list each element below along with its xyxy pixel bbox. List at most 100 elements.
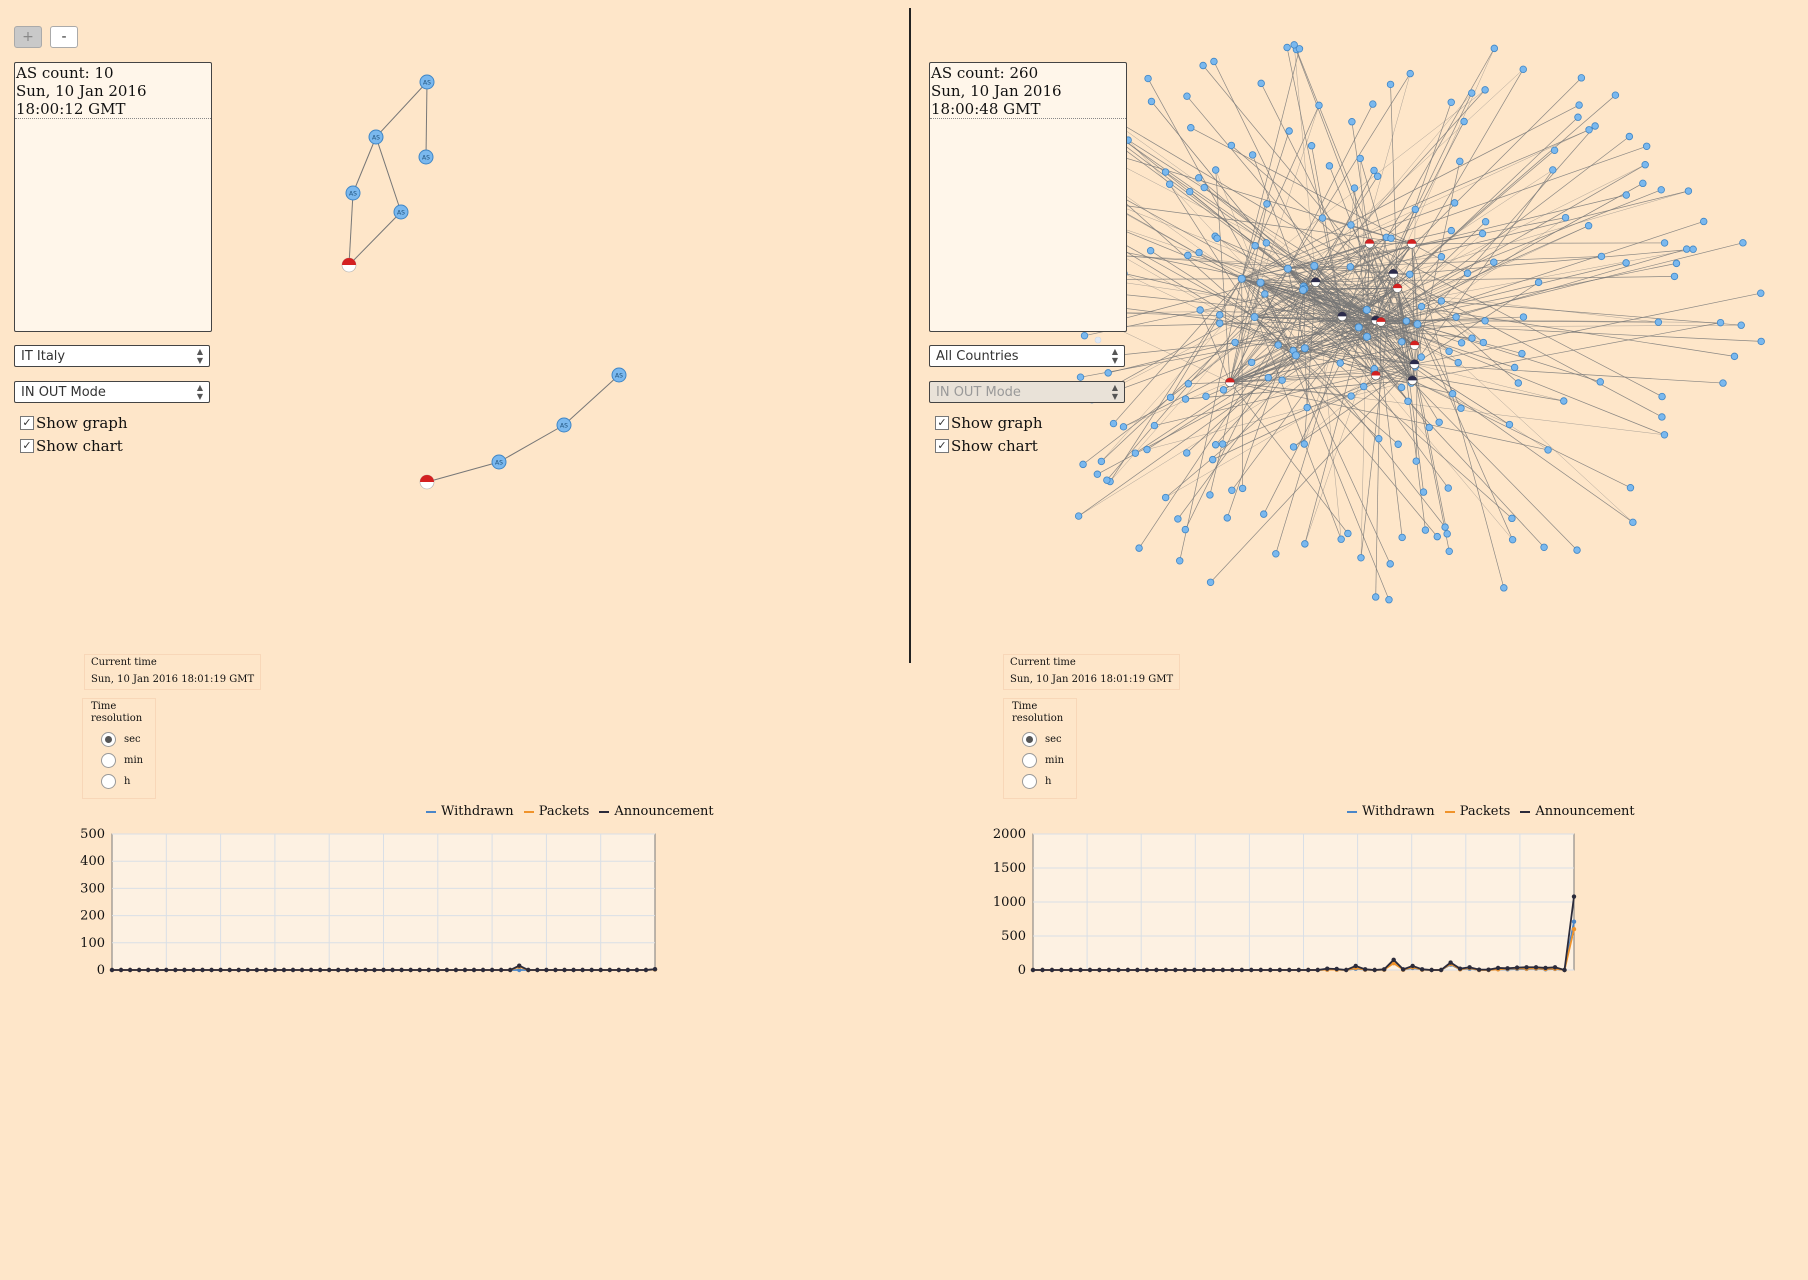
as-node bbox=[1370, 166, 1378, 175]
zoom-out-button[interactable]: - bbox=[50, 26, 78, 48]
legend-swatch bbox=[523, 810, 534, 813]
right-update-chart: 0 500 1000 1500 2000 bbox=[993, 827, 1577, 978]
series-line-announcement bbox=[1033, 896, 1575, 972]
data-point bbox=[1562, 967, 1567, 973]
data-point bbox=[480, 967, 486, 973]
as-link bbox=[426, 461, 500, 483]
as-node bbox=[1510, 363, 1519, 372]
legend-announcement[interactable]: Announcement bbox=[599, 804, 714, 819]
as-node bbox=[1181, 395, 1190, 403]
as-node bbox=[1369, 100, 1377, 108]
left-as-graph[interactable]: AS AS AS AS AS AS AS AS bbox=[0, 0, 900, 660]
left-res-sec[interactable]: sec bbox=[91, 729, 147, 750]
as-node bbox=[1161, 168, 1170, 176]
right-timestamp: Sun, 10 Jan 2016 18:00:48 GMT bbox=[931, 82, 1062, 118]
data-point bbox=[526, 967, 531, 973]
legend-packets[interactable]: Packets bbox=[1444, 804, 1510, 819]
as-node bbox=[1346, 263, 1355, 271]
as-link bbox=[1212, 363, 1415, 460]
left-country-select[interactable]: IT Italy ▲ ▼ bbox=[14, 345, 210, 367]
left-show-chart-checkbox[interactable]: ✓ Show chart bbox=[20, 437, 123, 455]
as-node bbox=[1478, 229, 1487, 238]
data-point bbox=[1467, 965, 1472, 970]
left-show-graph-checkbox[interactable]: ✓ Show graph bbox=[20, 414, 128, 432]
data-point bbox=[1505, 966, 1510, 971]
as-link bbox=[1241, 256, 1442, 280]
data-point bbox=[1154, 967, 1159, 973]
data-point bbox=[127, 967, 133, 973]
as-link bbox=[1414, 364, 1448, 534]
data-point bbox=[1268, 967, 1273, 973]
right-info-header: AS count: 260 Sun, 10 Jan 2016 18:00:48 … bbox=[930, 63, 1126, 119]
as-node bbox=[1534, 278, 1543, 287]
radio-icon bbox=[1022, 774, 1037, 789]
as-link bbox=[1241, 278, 1342, 540]
as-link bbox=[1151, 101, 1305, 289]
as-link bbox=[1260, 282, 1391, 565]
right-res-sec[interactable]: sec bbox=[1012, 729, 1068, 750]
right-show-chart-checkbox[interactable]: ✓ Show chart bbox=[935, 437, 1038, 455]
zoom-in-button[interactable]: + bbox=[14, 26, 42, 48]
as-link bbox=[1311, 145, 1343, 317]
right-country-select[interactable]: All Countries ▲ ▼ bbox=[929, 345, 1125, 367]
as-node bbox=[1093, 470, 1102, 478]
as-link bbox=[1110, 248, 1305, 290]
as-node bbox=[1490, 44, 1499, 53]
legend-withdrawn[interactable]: Withdrawn bbox=[426, 804, 514, 819]
as-link bbox=[1417, 324, 1513, 540]
as-node bbox=[1336, 359, 1344, 367]
data-point bbox=[1476, 967, 1482, 972]
left-mode-select[interactable]: IN OUT Mode ▲ ▼ bbox=[14, 381, 210, 403]
as-node bbox=[1658, 413, 1666, 421]
right-as-graph[interactable] bbox=[0, 0, 1808, 670]
legend-announcement-label: Announcement bbox=[614, 804, 714, 819]
data-point bbox=[1514, 965, 1520, 970]
right-res-min[interactable]: min bbox=[1012, 750, 1068, 771]
as-node bbox=[1622, 191, 1630, 199]
as-link bbox=[1268, 355, 1297, 378]
as-node bbox=[1457, 404, 1465, 412]
as-link bbox=[1186, 243, 1412, 454]
data-point bbox=[173, 967, 178, 973]
left-res-min[interactable]: min bbox=[91, 750, 147, 771]
data-point bbox=[327, 967, 332, 973]
legend-packets[interactable]: Packets bbox=[523, 804, 590, 819]
as-node-circle bbox=[419, 74, 435, 90]
as-node bbox=[1481, 86, 1489, 94]
as-link bbox=[1397, 288, 1424, 493]
as-link bbox=[1199, 309, 1231, 383]
as-node-label: AS bbox=[560, 423, 568, 430]
left-time-resolution: Time resolution sec min h bbox=[82, 698, 156, 799]
legend-withdrawn[interactable]: Withdrawn bbox=[1347, 804, 1435, 819]
legend-announcement[interactable]: Announcement bbox=[1520, 804, 1635, 819]
data-point bbox=[146, 967, 151, 973]
data-point bbox=[1543, 965, 1548, 971]
checkmark-icon: ✓ bbox=[20, 439, 34, 453]
right-time-resolution: Time resolution sec min h bbox=[1003, 698, 1077, 799]
right-show-graph-checkbox[interactable]: ✓ Show graph bbox=[935, 414, 1043, 432]
as-node bbox=[1700, 217, 1708, 226]
right-res-h[interactable]: h bbox=[1012, 771, 1068, 792]
flag-top-half bbox=[1410, 340, 1420, 346]
select-arrows-icon: ▲ ▼ bbox=[196, 347, 203, 365]
as-link bbox=[1366, 92, 1473, 311]
as-link bbox=[1369, 242, 1665, 244]
as-link bbox=[1190, 127, 1412, 245]
as-link bbox=[1278, 336, 1367, 346]
as-node bbox=[1611, 91, 1620, 99]
as-node bbox=[1202, 392, 1210, 401]
left-res-h[interactable]: h bbox=[91, 771, 147, 792]
as-node bbox=[1404, 397, 1412, 405]
as-node bbox=[1307, 142, 1316, 150]
right-mode-select[interactable]: IN OUT Mode ▲ ▼ bbox=[929, 381, 1125, 403]
as-node bbox=[1596, 378, 1604, 386]
as-link bbox=[1375, 125, 1596, 376]
as-link bbox=[1185, 380, 1413, 400]
legend-withdrawn-label: Withdrawn bbox=[1362, 804, 1435, 819]
as-node bbox=[1457, 339, 1466, 347]
as-node bbox=[1757, 289, 1765, 297]
as-node-circle bbox=[491, 454, 507, 470]
as-link bbox=[1341, 316, 1634, 523]
legend-packets-label: Packets bbox=[538, 804, 590, 819]
left-as-count: AS count: 10 bbox=[16, 64, 114, 82]
